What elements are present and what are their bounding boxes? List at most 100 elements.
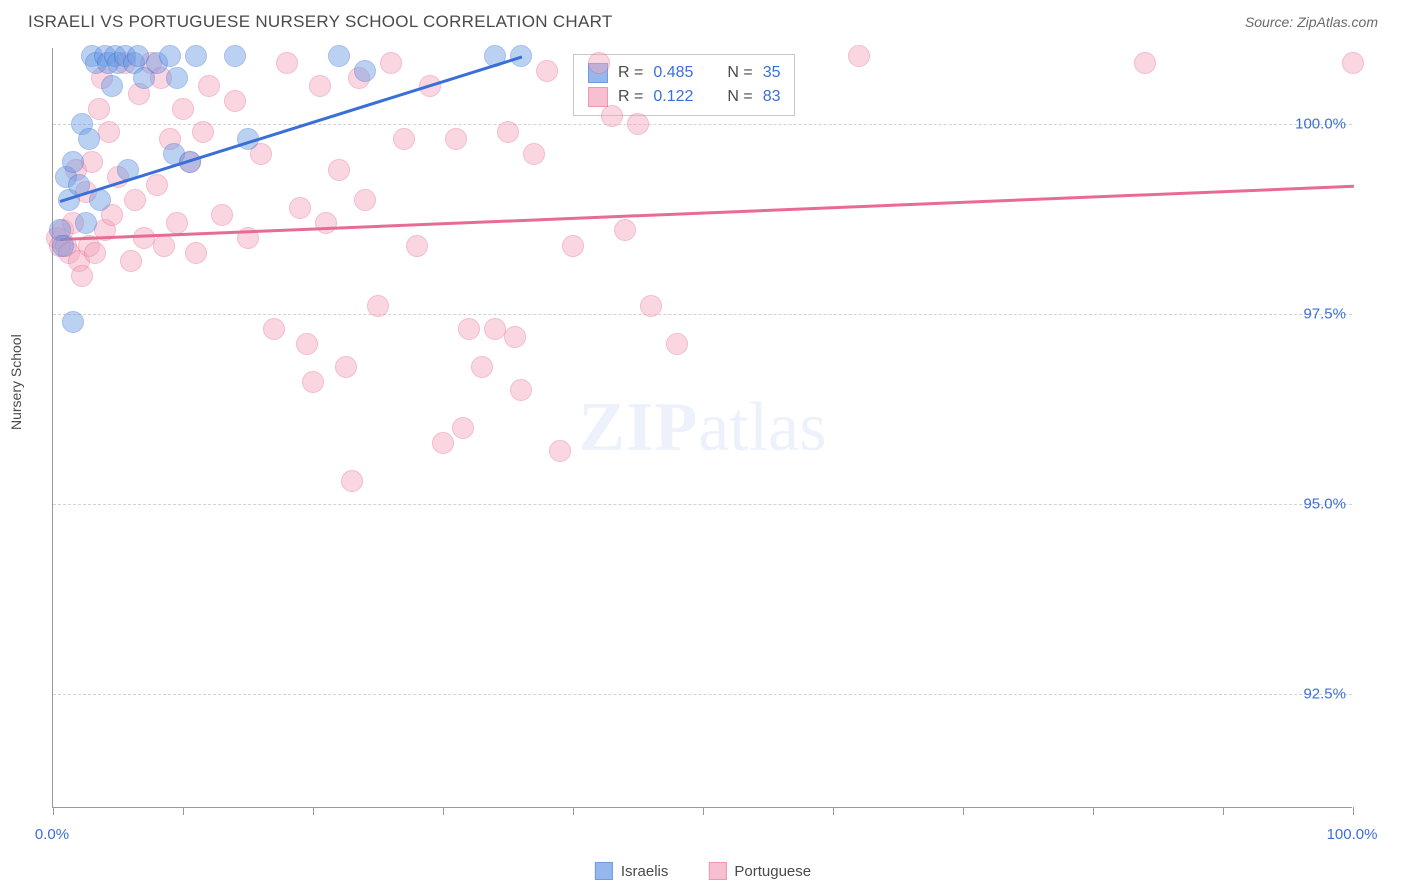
data-point-portuguese — [84, 242, 106, 264]
data-point-portuguese — [848, 45, 870, 67]
trend-line-portuguese — [59, 185, 1353, 241]
data-point-portuguese — [627, 113, 649, 135]
legend-row-portuguese: R = 0.122 N = 83 — [588, 85, 780, 109]
data-point-portuguese — [81, 151, 103, 173]
data-point-portuguese — [536, 60, 558, 82]
data-point-portuguese — [614, 219, 636, 241]
legend-label-israelis: Israelis — [621, 863, 669, 880]
data-point-portuguese — [263, 318, 285, 340]
data-point-portuguese — [601, 105, 623, 127]
chart-title: ISRAELI VS PORTUGUESE NURSERY SCHOOL COR… — [28, 12, 613, 32]
data-point-portuguese — [276, 52, 298, 74]
data-point-portuguese — [380, 52, 402, 74]
data-point-portuguese — [471, 356, 493, 378]
x-tick-label: 0.0% — [35, 826, 69, 843]
legend-item-israelis: Israelis — [595, 862, 669, 880]
data-point-portuguese — [666, 333, 688, 355]
data-point-israelis — [166, 67, 188, 89]
gridline — [53, 314, 1352, 315]
data-point-israelis — [159, 45, 181, 67]
legend-swatch-israelis-icon — [595, 862, 613, 880]
y-tick-label: 95.0% — [1303, 496, 1346, 513]
y-tick-label: 92.5% — [1303, 686, 1346, 703]
data-point-portuguese — [302, 371, 324, 393]
data-point-portuguese — [354, 189, 376, 211]
data-point-portuguese — [296, 333, 318, 355]
data-point-israelis — [62, 151, 84, 173]
x-tick — [443, 807, 444, 815]
data-point-israelis — [185, 45, 207, 67]
x-tick — [1093, 807, 1094, 815]
legend-swatch-portuguese-icon — [708, 862, 726, 880]
data-point-israelis — [354, 60, 376, 82]
legend-n-label: N = — [727, 88, 752, 106]
data-point-portuguese — [510, 379, 532, 401]
x-tick — [573, 807, 574, 815]
data-point-portuguese — [328, 159, 350, 181]
legend-r-value-israelis: 0.485 — [653, 64, 709, 82]
legend-n-value-israelis: 35 — [763, 64, 781, 82]
data-point-portuguese — [406, 235, 428, 257]
data-point-portuguese — [120, 250, 142, 272]
gridline — [53, 694, 1352, 695]
data-point-israelis — [52, 235, 74, 257]
data-point-israelis — [328, 45, 350, 67]
data-point-portuguese — [562, 235, 584, 257]
x-tick — [703, 807, 704, 815]
data-point-portuguese — [88, 98, 110, 120]
x-tick — [963, 807, 964, 815]
data-point-portuguese — [166, 212, 188, 234]
plot-area: ZIPatlas R = 0.485 N = 35 R = 0.122 N = … — [52, 48, 1352, 808]
gridline — [53, 124, 1352, 125]
data-point-portuguese — [504, 326, 526, 348]
data-point-portuguese — [309, 75, 331, 97]
data-point-portuguese — [523, 143, 545, 165]
legend-r-label: R = — [618, 88, 643, 106]
x-tick — [313, 807, 314, 815]
data-point-portuguese — [211, 204, 233, 226]
series-legend: Israelis Portuguese — [595, 862, 811, 880]
data-point-portuguese — [432, 432, 454, 454]
legend-n-label: N = — [727, 64, 752, 82]
gridline — [53, 504, 1352, 505]
data-point-portuguese — [289, 197, 311, 219]
data-point-portuguese — [124, 189, 146, 211]
data-point-israelis — [101, 75, 123, 97]
data-point-portuguese — [549, 440, 571, 462]
data-point-portuguese — [98, 121, 120, 143]
data-point-portuguese — [1342, 52, 1364, 74]
y-tick-label: 100.0% — [1295, 116, 1346, 133]
data-point-portuguese — [458, 318, 480, 340]
data-point-portuguese — [452, 417, 474, 439]
y-axis-label: Nursery School — [8, 334, 24, 430]
x-tick — [53, 807, 54, 815]
data-point-portuguese — [172, 98, 194, 120]
data-point-portuguese — [445, 128, 467, 150]
legend-item-portuguese: Portuguese — [708, 862, 811, 880]
x-tick — [1353, 807, 1354, 815]
data-point-israelis — [62, 311, 84, 333]
data-point-portuguese — [153, 235, 175, 257]
data-point-portuguese — [185, 242, 207, 264]
data-point-portuguese — [198, 75, 220, 97]
data-point-portuguese — [367, 295, 389, 317]
legend-row-israelis: R = 0.485 N = 35 — [588, 61, 780, 85]
watermark: ZIPatlas — [579, 388, 827, 468]
data-point-israelis — [78, 128, 100, 150]
source-label: Source: ZipAtlas.com — [1245, 14, 1378, 30]
data-point-portuguese — [393, 128, 415, 150]
x-tick — [183, 807, 184, 815]
y-tick-label: 97.5% — [1303, 306, 1346, 323]
data-point-portuguese — [146, 174, 168, 196]
data-point-israelis — [75, 212, 97, 234]
legend-n-value-portuguese: 83 — [763, 88, 781, 106]
x-tick — [1223, 807, 1224, 815]
data-point-portuguese — [335, 356, 357, 378]
data-point-portuguese — [315, 212, 337, 234]
legend-r-label: R = — [618, 64, 643, 82]
data-point-portuguese — [192, 121, 214, 143]
data-point-israelis — [224, 45, 246, 67]
data-point-portuguese — [497, 121, 519, 143]
data-point-portuguese — [224, 90, 246, 112]
data-point-portuguese — [1134, 52, 1156, 74]
